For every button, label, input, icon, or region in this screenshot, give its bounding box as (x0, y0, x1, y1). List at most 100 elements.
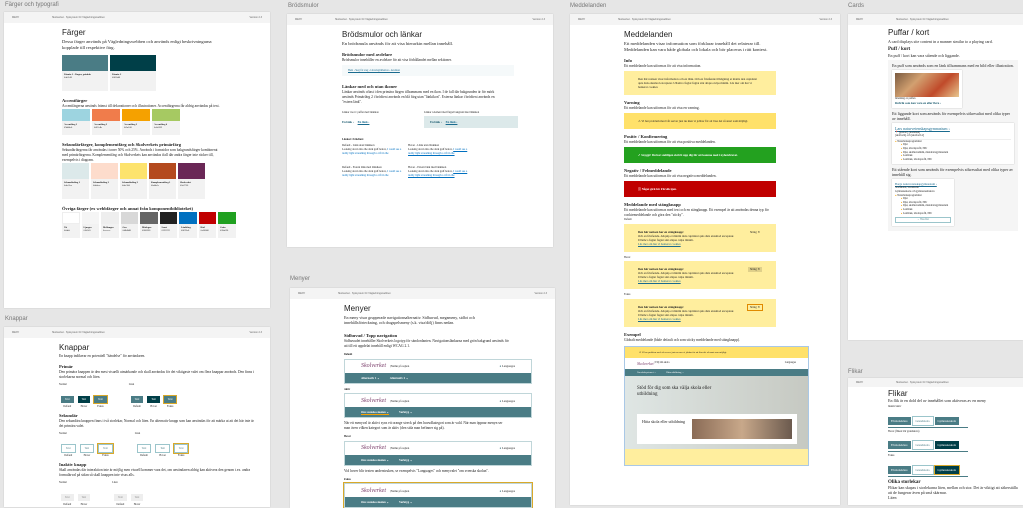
tab[interactable]: Grundskola (911, 415, 934, 426)
hero-card[interactable]: Hitta skola eller utbildning (637, 413, 797, 444)
text-button[interactable]: Text (77, 395, 91, 403)
nav-item[interactable]: Verktyg ⌄ (398, 457, 413, 462)
horizontal-card[interactable]: Lars naturvetenskapsgymnasium › 📍 [postor… (892, 122, 1014, 165)
text-button[interactable]: Text (61, 395, 74, 403)
tab[interactable]: Grundskola (911, 440, 934, 451)
breadcrumb-links[interactable]: Hem › Steg för steg › Lärarlegitimation … (348, 69, 400, 72)
breadcrumb-example[interactable]: Hem › Steg för steg › Lärarlegitimation … (342, 65, 514, 76)
tab[interactable]: Förskoleklass (888, 416, 911, 425)
text-button[interactable]: Text (77, 493, 91, 501)
text-button[interactable]: Text (155, 443, 170, 453)
cookie-link[interactable]: Läs mer om hur vi hanterar cookies (638, 241, 681, 246)
frame-colors[interactable]: MENY Skolverket · Syksystem för Väglednin… (4, 12, 270, 308)
vertical-card[interactable]: Borgs naturvetenskapgymnasium › Stockholm… (892, 179, 954, 226)
nav-item[interactable]: Om svenska skolan ⌄ (361, 457, 389, 462)
text-button[interactable]: Text (93, 394, 108, 404)
text-button[interactable]: Text (130, 395, 144, 403)
menu-button[interactable]: MENY (856, 381, 864, 384)
tab[interactable]: Förskoleklass (888, 441, 911, 450)
nav-item[interactable]: Verktyg ⌄ (398, 410, 413, 415)
nav-item[interactable]: Alternativ 1 ⌄ (361, 375, 380, 380)
nav-item[interactable]: Alternativ 2 ⌄ (389, 375, 409, 380)
nav-item[interactable]: Hitta utbildning ⌄ (666, 370, 684, 374)
nav-item[interactable]: Om skolsystemet ⌄ (637, 370, 657, 374)
menu-button[interactable]: MENY (12, 331, 20, 334)
languages-link[interactable]: ● Languages (499, 446, 515, 451)
frame-label-messages[interactable]: Meddelanden (570, 3, 607, 9)
text-button[interactable]: Text (61, 443, 76, 453)
text-button[interactable]: Text (97, 442, 114, 454)
text-button[interactable]: Text (172, 442, 190, 454)
nav-item[interactable]: Om svenska skolan ⌄ (361, 409, 389, 415)
menu-button[interactable]: MENY (856, 18, 864, 21)
close-button[interactable]: Stäng ✕ (749, 229, 760, 234)
body-link[interactable]: I could see a ruddy light streaming thro… (408, 148, 468, 155)
tab[interactable]: Gymnasieskola (933, 464, 960, 475)
program-item[interactable]: ▸ Djur, idrottsprofil, NIU (901, 200, 928, 204)
languages-link[interactable]: Languages (784, 360, 796, 364)
frame-label-cards[interactable]: Cards (848, 3, 865, 9)
button-row: Normal Text Default Text Hover Text Fokus Liten… (59, 432, 260, 457)
languages-link[interactable]: ● Languages (499, 398, 515, 403)
frame-label-breadcrumbs[interactable]: Brödsmulor (288, 3, 319, 9)
skolverket-logo[interactable]: Skolverket (361, 363, 386, 370)
program-item[interactable]: ▸ Djur (901, 197, 908, 201)
nav-item[interactable]: Om svenska skolan ⌄ (361, 500, 389, 505)
nav-item[interactable]: Verktyg ⌄ (398, 500, 413, 505)
frame-label-menus[interactable]: Menyer (290, 276, 311, 282)
program-item[interactable]: ▸ Lantbruk, idrottsprofil, NIU (901, 211, 933, 215)
text-button[interactable]: Text (147, 395, 160, 403)
link-hover[interactable]: En länk › (445, 120, 458, 124)
program-item[interactable]: ▸ Lantbruk (901, 154, 913, 158)
cookie-link[interactable]: Läs mer om hur vi hanterar cookies (638, 279, 681, 284)
frame-messages[interactable]: MENY Skolverket · Syksystem för Väglednin… (570, 14, 840, 505)
languages-link[interactable]: ● Languages (499, 488, 515, 493)
frame-cards[interactable]: MENY Skolverket · Syksystem för Väglednin… (848, 14, 1023, 340)
frame-label-buttons[interactable]: Knappar (5, 316, 28, 322)
body-link[interactable]: I could see a ruddy light streaming thro… (408, 170, 468, 177)
menu-button[interactable]: MENY (12, 16, 20, 19)
cookie-link[interactable]: Läs mer om hur vi hanterar cookies (638, 316, 681, 321)
text-button[interactable]: Text (136, 443, 152, 453)
program-item[interactable]: ▸ Lantbruk (901, 207, 913, 211)
school-link[interactable]: Lars naturvetenskapsgymnasium › (895, 125, 950, 131)
text-button[interactable]: Text (79, 443, 95, 453)
show-more-button[interactable]: ⌄ Visa fler (895, 217, 951, 223)
frame-menus[interactable]: MENY Skolverket · Syksystem för Väglednin… (290, 288, 555, 508)
menu-button[interactable]: MENY (295, 18, 303, 21)
program-item[interactable]: ▸ Djur, idrottsprofil, NIU (901, 146, 928, 150)
body-link[interactable]: I could see a ruddy light streaming thro… (342, 170, 402, 177)
frame-buttons[interactable]: MENY Skolverket · Syksystem för Väglednin… (4, 327, 270, 507)
school-link[interactable]: Borgs naturvetenskapgymnasium › (895, 182, 937, 187)
text-button[interactable]: Text (130, 493, 144, 501)
text-button[interactable]: Text (162, 394, 178, 404)
tab[interactable]: Gymnasieskola (934, 441, 959, 450)
link[interactable]: En länk › (430, 120, 442, 124)
frame-label-colors[interactable]: Färger och typografi (5, 2, 59, 8)
menu-button[interactable]: MENY (298, 292, 306, 295)
menu-button[interactable]: MENY (578, 18, 586, 21)
color-swatch: Länkfärg #0070c0 (179, 212, 197, 238)
text-button[interactable]: Text (114, 493, 127, 501)
frame-breadcrumbs[interactable]: MENY Skolverket · Syksystem för Väglednin… (287, 14, 553, 247)
text-button[interactable]: Text (61, 493, 74, 501)
tab[interactable]: Gymnasieskola (934, 416, 959, 425)
puff-card[interactable]: Inledning av puffen Rubrik som kan vara e… (892, 70, 962, 108)
program-item[interactable]: ▸ Lantbruk, idrottsprofil, NIU (901, 157, 933, 161)
link-hover[interactable]: En länk › (357, 120, 370, 124)
body-link[interactable]: I could see a ruddy light streaming thro… (342, 148, 402, 155)
program-item[interactable]: ▸ Djur (901, 143, 908, 147)
skolverket-logo[interactable]: Skolverket (361, 397, 386, 404)
tab[interactable]: Förskoleklass (888, 465, 911, 474)
skolverket-logo[interactable]: Skolverket (361, 487, 386, 494)
skolverket-logo[interactable]: Skolverket (361, 445, 386, 452)
frame-label-tabs[interactable]: Flikar (848, 369, 863, 375)
program-item[interactable]: ▸ Djur, skolhuvudmän, riksidrottsgymnasi… (901, 204, 949, 208)
close-button[interactable]: Stäng ✕ (746, 303, 764, 311)
frame-tabs[interactable]: MENY Skolverket · Syksystem för Väglednin… (848, 378, 1023, 505)
program-item[interactable]: ▸ Djur, skolhuvudmän, riksidrottsgymnasi… (901, 150, 949, 154)
languages-link[interactable]: ● Languages (499, 364, 515, 369)
tab[interactable]: Grundskola (911, 464, 934, 475)
link[interactable]: En länk › (342, 120, 354, 124)
close-button[interactable]: Stäng ✕ (747, 267, 762, 273)
